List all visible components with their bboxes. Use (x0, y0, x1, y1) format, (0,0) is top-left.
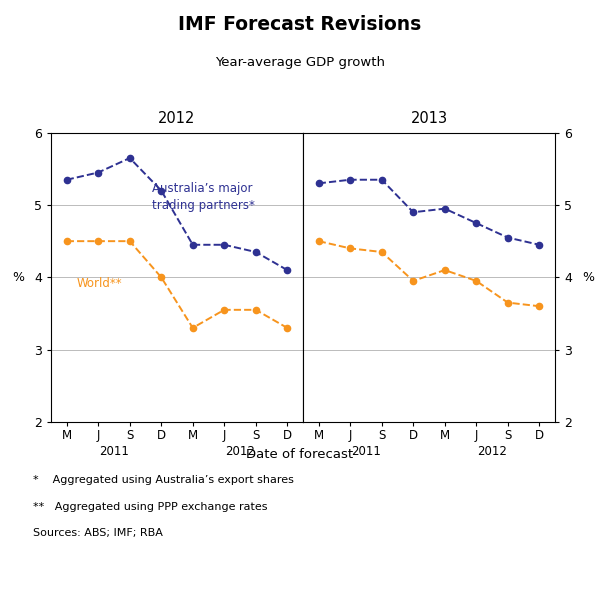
Text: 2012: 2012 (158, 110, 196, 126)
Text: 2011: 2011 (99, 445, 129, 458)
Text: Australia’s major
trading partners*: Australia’s major trading partners* (152, 182, 254, 212)
Text: **   Aggregated using PPP exchange rates: ** Aggregated using PPP exchange rates (33, 502, 268, 512)
Text: 2013: 2013 (410, 110, 448, 126)
Text: *    Aggregated using Australia’s export shares: * Aggregated using Australia’s export sh… (33, 475, 294, 485)
Text: %: % (582, 271, 594, 284)
Text: 2011: 2011 (351, 445, 381, 458)
Text: Year-average GDP growth: Year-average GDP growth (215, 56, 385, 69)
Text: Date of forecast: Date of forecast (247, 448, 353, 461)
Text: Sources: ABS; IMF; RBA: Sources: ABS; IMF; RBA (33, 528, 163, 538)
Text: 2012: 2012 (225, 445, 255, 458)
Text: 2012: 2012 (477, 445, 507, 458)
Text: IMF Forecast Revisions: IMF Forecast Revisions (178, 15, 422, 34)
Text: %: % (12, 271, 24, 284)
Text: World**: World** (76, 277, 122, 290)
